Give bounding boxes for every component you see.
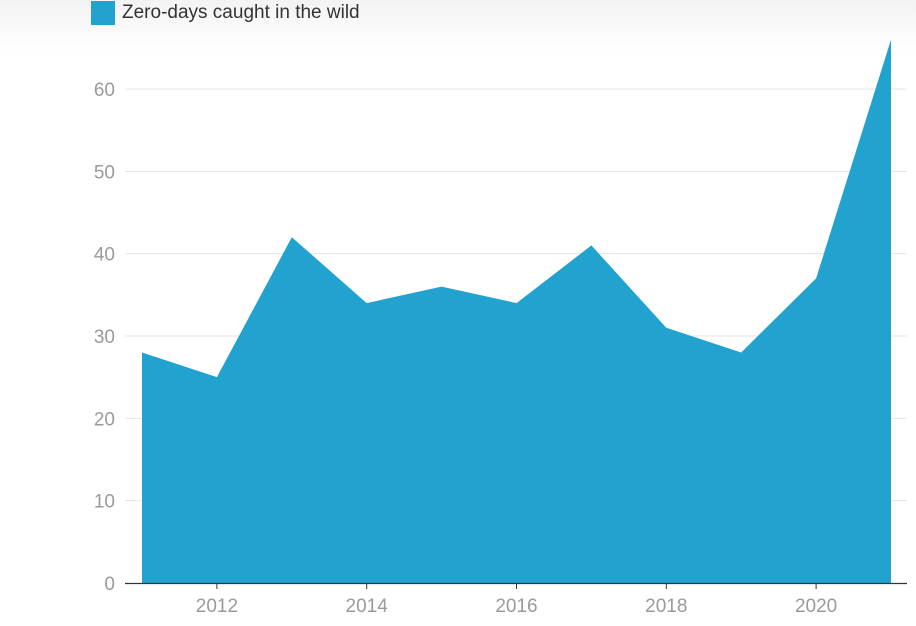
x-tick-label: 2014 (346, 596, 389, 617)
area-layer (141, 39, 892, 584)
y-tick-label: 40 (94, 245, 115, 266)
x-tick-label: 2018 (645, 596, 687, 617)
series-area (142, 39, 891, 584)
y-tick-label: 0 (104, 574, 115, 595)
legend-swatch (91, 1, 115, 25)
legend-label: Zero-days caught in the wild (122, 2, 360, 23)
y-tick-label: 60 (94, 80, 115, 101)
legend: Zero-days caught in the wild (91, 1, 360, 25)
y-tick-label: 30 (94, 327, 115, 348)
axes (125, 582, 907, 589)
x-tick-label: 2016 (495, 596, 537, 617)
legend-band (0, 0, 916, 52)
y-tick-label: 50 (94, 162, 115, 183)
y-tick-label: 10 (94, 492, 115, 513)
y-axis-tick-labels: 0 10 20 30 40 50 60 (94, 80, 115, 595)
x-tick-label: 2020 (795, 596, 837, 617)
x-axis-tick-labels: 2012 2014 2016 2018 2020 (196, 596, 837, 617)
x-tick-label: 2012 (196, 596, 238, 617)
y-tick-label: 20 (94, 409, 115, 430)
